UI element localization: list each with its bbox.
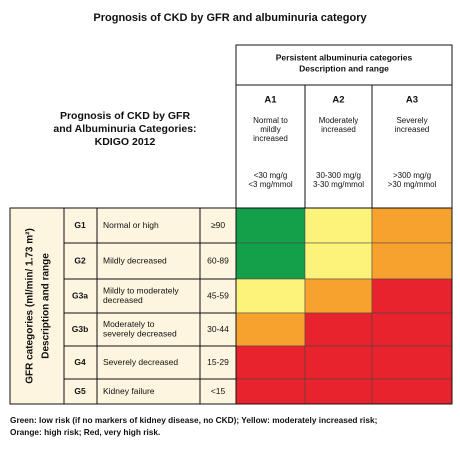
risk-cell [235, 378, 306, 405]
risk-cell [304, 378, 373, 405]
row-range: 30-44 [207, 324, 229, 334]
row-range: 15-29 [207, 357, 229, 367]
grid-frame [235, 207, 453, 405]
title: Prognosis of CKD by GFR and albuminuria … [93, 12, 367, 24]
risk-cell [371, 242, 453, 280]
risk-cell [371, 378, 453, 405]
column-description: mildly [260, 125, 280, 134]
column-range: 3-30 mg/mmol [313, 180, 364, 189]
gfr-header: Description and range [41, 253, 52, 359]
row-description: Moderately to [103, 319, 155, 329]
header-frame [235, 44, 453, 209]
row-code: G4 [74, 357, 86, 367]
row-description: Mildly decreased [103, 255, 167, 265]
column-description: increased [395, 125, 430, 134]
albuminuria-header: Description and range [299, 63, 389, 73]
row-description: Mildly to moderately [103, 286, 179, 296]
footer-text: Green: low risk (if no markers of kidney… [10, 415, 377, 425]
risk-cell [235, 207, 306, 244]
risk-cell [371, 345, 453, 380]
gfr-header: GFR categories (ml/min/ 1.73 m²) [25, 228, 36, 384]
row-description: decreased [103, 295, 143, 305]
albuminuria-header: Persistent albuminuria categories [276, 52, 413, 62]
risk-cell [304, 242, 373, 280]
risk-cell [371, 278, 453, 314]
risk-cell [304, 278, 373, 314]
row-code: G1 [74, 220, 86, 230]
risk-cell [235, 345, 306, 380]
column-code: A2 [332, 95, 344, 106]
gfr-frame [9, 207, 237, 405]
column-description: Severely [396, 116, 427, 125]
corner-text: Prognosis of CKD by GFR [60, 110, 191, 122]
risk-cell [235, 278, 306, 314]
row-code: G2 [74, 255, 86, 265]
column-description: Normal to [253, 116, 288, 125]
column-range: <3 mg/mmol [248, 180, 292, 189]
column-code: A3 [406, 95, 418, 106]
footer-text: Orange: high risk; Red, very high risk. [10, 427, 160, 437]
risk-cell [235, 312, 306, 347]
row-code: G5 [74, 386, 86, 396]
row-range: 45-59 [207, 290, 229, 300]
column-range: >30 mg/mmol [388, 180, 437, 189]
risk-cell [235, 242, 306, 280]
column-range: >300 mg/g [393, 171, 431, 180]
column-description: increased [253, 134, 288, 143]
risk-grid [235, 207, 453, 405]
row-code: G3a [72, 290, 88, 300]
row-code: G3b [72, 324, 89, 334]
row-description: severely decreased [103, 329, 177, 339]
column-description: increased [321, 125, 356, 134]
row-description: Kidney failure [103, 386, 155, 396]
column-range: 30-300 mg/g [316, 171, 361, 180]
row-range: ≥90 [211, 220, 225, 230]
corner-text: and Albuminuria Categories: [53, 123, 196, 135]
column-range: <30 mg/g [254, 171, 288, 180]
column-code: A1 [264, 95, 277, 106]
risk-cell [304, 312, 373, 347]
row-range: <15 [211, 386, 226, 396]
column-description: Moderately [319, 116, 359, 125]
row-range: 60-89 [207, 255, 229, 265]
row-description: Normal or high [103, 220, 159, 230]
corner-text: KDIGO 2012 [95, 136, 156, 148]
risk-cell [304, 207, 373, 244]
row-description: Severely decreased [103, 357, 178, 367]
risk-cell [304, 345, 373, 380]
risk-cell [371, 312, 453, 347]
risk-cell [371, 207, 453, 244]
